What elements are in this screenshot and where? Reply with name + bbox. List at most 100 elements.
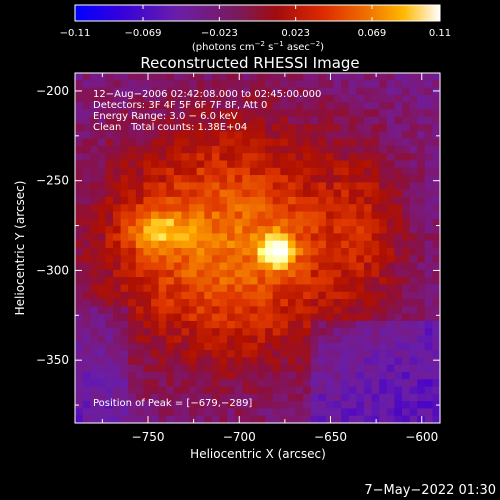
heatmap-cell [394, 102, 403, 111]
heatmap-cell [189, 131, 198, 140]
heatmap-cell [219, 145, 228, 154]
colorbar-tick-label: −0.11 [60, 28, 91, 39]
heatmap-cell [272, 306, 281, 315]
heatmap-cell [295, 80, 304, 89]
heatmap-cell [151, 371, 160, 380]
heatmap-cell [173, 364, 183, 373]
heatmap-cell [417, 306, 426, 315]
heatmap-cell [189, 189, 198, 198]
heatmap-cell [196, 175, 205, 183]
heatmap-cell [204, 262, 213, 271]
heatmap-cell [143, 211, 152, 220]
heatmap-cell [158, 248, 167, 256]
chart-title: Reconstructed RHESSI Image [140, 54, 359, 72]
heatmap-cell [295, 408, 304, 417]
heatmap-cell [310, 226, 319, 235]
heatmap-cell [128, 313, 137, 322]
heatmap-cell [318, 306, 327, 315]
heatmap-cell [409, 262, 418, 271]
heatmap-cell [341, 350, 350, 358]
heatmap-cell [265, 153, 274, 162]
heatmap-cell [333, 364, 342, 373]
heatmap-cell [249, 371, 259, 380]
heatmap-cell [265, 218, 274, 227]
heatmap-cell [257, 138, 266, 147]
heatmap-cell [166, 167, 175, 176]
heatmap-cell [75, 386, 84, 395]
heatmap-cell [295, 393, 304, 402]
heatmap-cell [424, 131, 433, 140]
heatmap-cell [242, 364, 251, 373]
heatmap-cell [249, 401, 259, 410]
heatmap-cell [211, 357, 221, 366]
heatmap-cell [105, 226, 114, 235]
heatmap-cell [272, 87, 281, 96]
heatmap-cell [90, 109, 99, 118]
heatmap-cell [189, 379, 198, 388]
heatmap-cell [151, 269, 160, 278]
heatmap-cell [265, 262, 274, 271]
heatmap-cell [318, 211, 327, 220]
heatmap-cell [97, 175, 107, 183]
heatmap-cell [143, 204, 152, 213]
heatmap-cell [341, 218, 350, 227]
heatmap-cell [363, 196, 373, 205]
heatmap-cell [348, 408, 357, 417]
heatmap-cell [151, 401, 160, 410]
heatmap-cell [151, 182, 160, 191]
heatmap-cell [325, 80, 335, 89]
heatmap-cell [363, 371, 373, 380]
heatmap-cell [348, 94, 357, 103]
heatmap-cell [234, 189, 243, 198]
heatmap-cell [371, 328, 380, 337]
heatmap-cell [211, 80, 221, 89]
heatmap-cell [287, 415, 297, 424]
heatmap-cell [303, 408, 312, 417]
heatmap-cell [394, 306, 403, 315]
heatmap-cell [120, 248, 129, 256]
heatmap-cell [325, 145, 335, 154]
heatmap-cell [211, 218, 221, 227]
heatmap-cell [219, 342, 228, 351]
heatmap-cell [166, 233, 175, 242]
heatmap-cell [196, 240, 205, 249]
heatmap-cell [211, 226, 221, 235]
heatmap-cell [113, 204, 122, 213]
heatmap-cell [189, 255, 198, 264]
heatmap-cell [348, 233, 357, 242]
heatmap-cell [325, 357, 335, 366]
heatmap-cell [287, 175, 297, 183]
heatmap-cell [409, 211, 418, 220]
heatmap-cell [325, 240, 335, 249]
heatmap-cell [227, 131, 236, 140]
heatmap-cell [401, 211, 411, 220]
heatmap-cell [303, 299, 312, 307]
heatmap-cell [135, 320, 145, 329]
heatmap-cell [242, 153, 251, 162]
heatmap-cell [135, 262, 145, 271]
heatmap-cell [318, 73, 327, 81]
heatmap-cell [219, 218, 228, 227]
heatmap-cell [356, 342, 365, 351]
heatmap-cell [265, 357, 274, 366]
heatmap-cell [401, 175, 411, 183]
heatmap-cell [204, 393, 213, 402]
heatmap-cell [417, 211, 426, 220]
heatmap-cell [379, 73, 388, 81]
heatmap-cell [143, 102, 152, 111]
heatmap-cell [280, 160, 289, 169]
heatmap-cell [143, 371, 152, 380]
heatmap-cell [166, 408, 175, 417]
heatmap-cell [189, 240, 198, 249]
heatmap-cell [196, 306, 205, 315]
heatmap-cell [189, 204, 198, 213]
heatmap-cell [310, 189, 319, 198]
heatmap-cell [424, 211, 433, 220]
heatmap-cell [318, 299, 327, 307]
heatmap-cell [333, 102, 342, 111]
heatmap-cell [356, 320, 365, 329]
heatmap-cell [82, 299, 91, 307]
heatmap-cell [287, 182, 297, 191]
heatmap-cell [394, 138, 403, 147]
heatmap-cell [325, 94, 335, 103]
